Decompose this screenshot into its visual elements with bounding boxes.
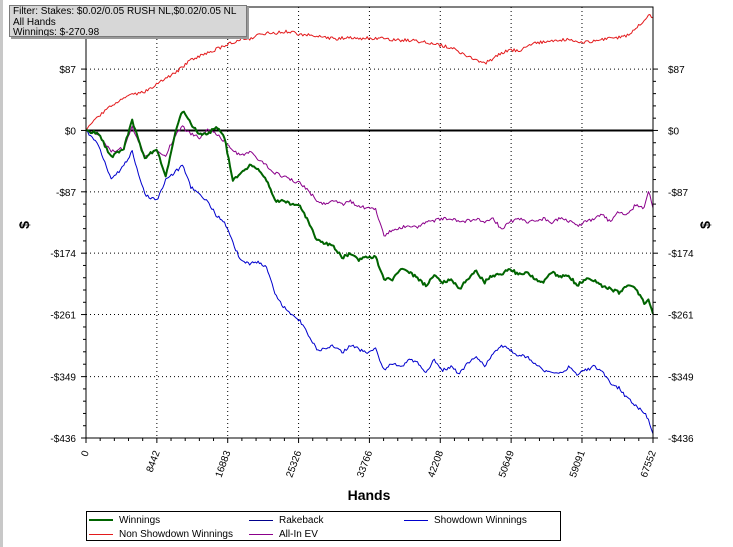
x-tick-label: 42208: [426, 449, 446, 479]
legend: Winnings Rakeback Showdown Winnings Non …: [86, 511, 561, 541]
legend-swatch-showdown-winnings: [404, 519, 428, 521]
y-tick-label: -$174: [50, 249, 76, 260]
y-tick-label: -$87: [668, 188, 688, 199]
legend-label-all-in-ev: All-In EV: [279, 528, 318, 540]
y-tick-label: -$349: [50, 373, 76, 384]
filter-hands-text: All Hands: [13, 16, 56, 28]
series-lines: [85, 14, 654, 434]
legend-item-winnings: Winnings: [89, 514, 160, 526]
y-axis-title-left: $: [16, 221, 32, 229]
y-tick-labels-right: $87 $0 -$87 -$174 -$261 -$349 -$436: [668, 65, 694, 445]
y-tick-label: -$436: [50, 434, 76, 445]
legend-label-winnings: Winnings: [119, 514, 161, 526]
x-tick-labels: 0 8442 16883 25326 33766 42208 50649 59091 67552: [80, 449, 659, 479]
series-line-non-showdown-winnings: [85, 14, 654, 131]
filter-winnings-text: Winnings: $-270.98: [13, 27, 100, 37]
x-axis-title: Hands: [348, 487, 391, 503]
legend-item-rakeback: Rakeback: [249, 514, 323, 526]
legend-item-showdown-winnings: Showdown Winnings: [404, 514, 527, 526]
legend-swatch-non-showdown-winnings: [89, 533, 113, 535]
legend-swatch-winnings: [89, 519, 113, 521]
y-tick-label: -$436: [668, 434, 694, 445]
x-tick-label: 50649: [497, 449, 517, 479]
grid-lines: [81, 7, 658, 443]
y-tick-label: -$87: [56, 188, 76, 199]
x-tick-label: 16883: [214, 449, 234, 479]
filter-stakes-text: Filter: Stakes: $0.02/0.05 RUSH NL,$0.02…: [13, 6, 237, 17]
filter-info-box: Filter: Stakes: $0.02/0.05 RUSH NL,$0.02…: [9, 5, 247, 37]
legend-label-showdown-winnings: Showdown Winnings: [434, 514, 527, 526]
series-line-all-in-ev: [85, 125, 654, 237]
y-tick-labels-left: $87 $0 -$87 -$174 -$261 -$349 -$436: [50, 65, 76, 445]
series-line-showdown-winnings: [85, 129, 654, 434]
x-tick-label: 0: [80, 449, 92, 458]
legend-label-non-showdown-winnings: Non Showdown Winnings: [119, 528, 233, 540]
y-tick-label: -$174: [668, 249, 694, 260]
series-line-winnings: [85, 110, 654, 315]
legend-swatch-rakeback: [249, 519, 273, 521]
legend-item-non-showdown-winnings: Non Showdown Winnings: [89, 528, 233, 540]
legend-swatch-all-in-ev: [249, 533, 273, 535]
y-tick-label: -$261: [50, 311, 76, 322]
window-edge: [0, 0, 3, 547]
y-tick-label: -$349: [668, 373, 694, 384]
y-tick-label: $87: [668, 65, 685, 76]
y-tick-label: $87: [59, 65, 76, 76]
x-tick-label: 25326: [285, 449, 305, 479]
x-tick-label: 67552: [639, 449, 659, 479]
y-tick-label: -$261: [668, 311, 694, 322]
x-tick-label: 8442: [145, 449, 163, 474]
y-tick-label: $0: [65, 126, 77, 137]
x-tick-label: 33766: [355, 449, 375, 479]
legend-item-all-in-ev: All-In EV: [249, 528, 318, 540]
plot-frame: [85, 6, 654, 439]
y-axis-title-right: $: [697, 221, 713, 229]
legend-label-rakeback: Rakeback: [279, 514, 324, 526]
x-tick-label: 59091: [568, 449, 588, 479]
y-tick-label: $0: [668, 126, 680, 137]
